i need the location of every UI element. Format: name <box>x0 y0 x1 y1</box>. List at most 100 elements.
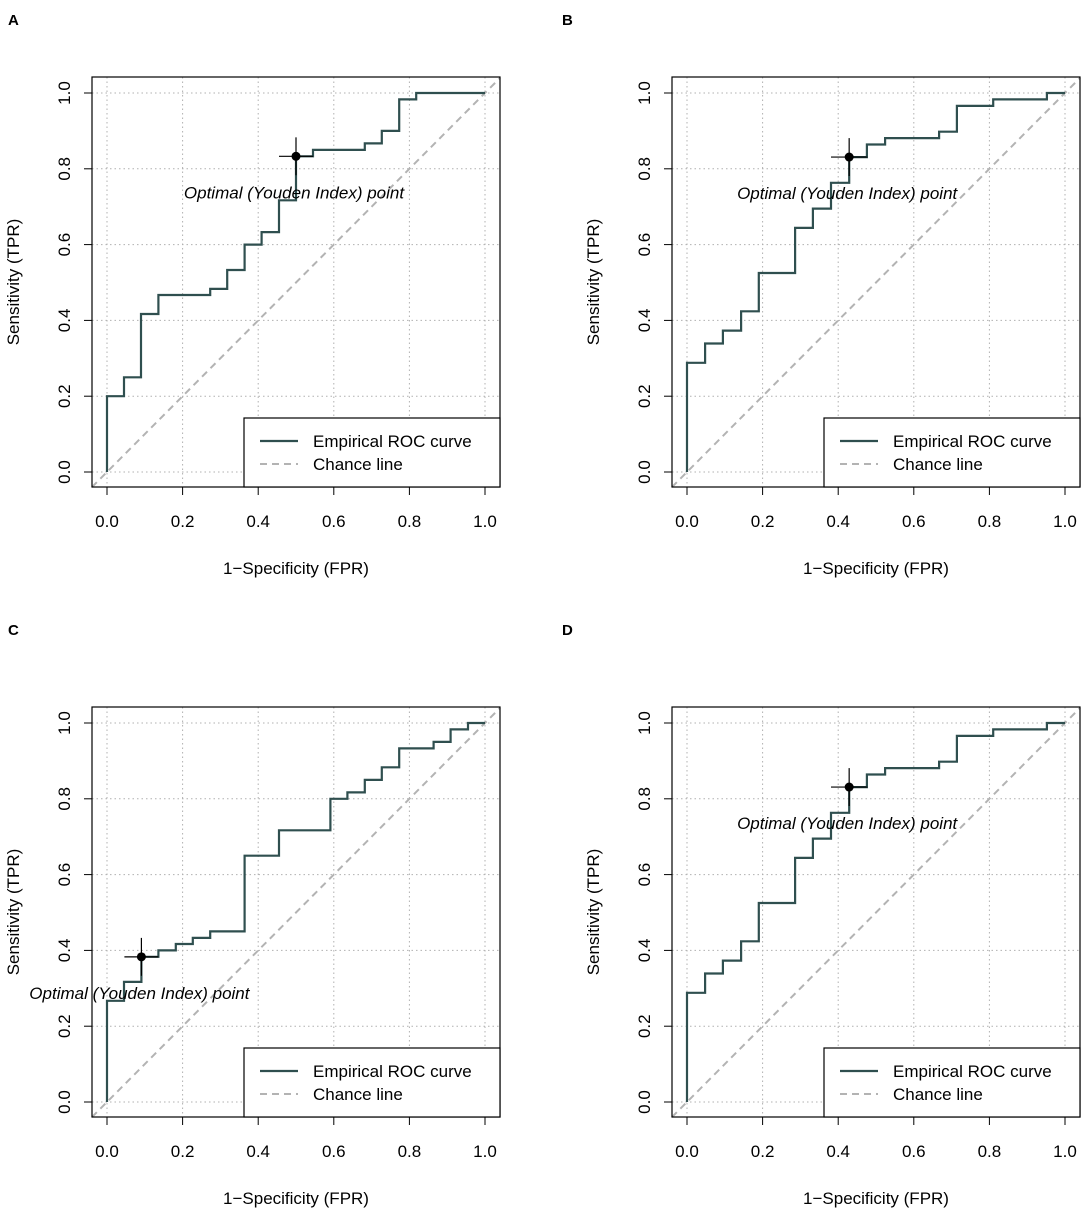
legend: Empirical ROC curve Chance line <box>823 417 1081 488</box>
x-tick-label: 0.8 <box>978 1142 1002 1161</box>
panel-label: D <box>562 622 573 639</box>
optimal-point-annotation: Optimal (Youden Index) point <box>737 184 958 203</box>
legend-label-chance: Chance line <box>893 1085 983 1104</box>
y-tick-label: 0.6 <box>635 863 654 887</box>
y-axis: 0.0 0.2 0.4 0.6 0.8 1.0 <box>55 81 93 484</box>
y-axis-label: Sensitivity (TPR) <box>4 849 23 976</box>
y-tick-label: 1.0 <box>635 81 654 105</box>
chance-line <box>91 707 501 1118</box>
y-tick-label: 0.6 <box>635 233 654 257</box>
y-tick-label: 0.0 <box>635 460 654 484</box>
roc-plot-a: Optimal (Youden Index) point 0.0 0.2 0.4 0.6… <box>4 76 501 578</box>
y-tick-label: 0.6 <box>55 863 74 887</box>
y-tick-label: 0.2 <box>55 1014 74 1038</box>
panel-label: A <box>8 12 19 29</box>
x-tick-label: 1.0 <box>473 512 497 531</box>
chance-line <box>671 77 1081 488</box>
y-tick-label: 0.8 <box>635 157 654 181</box>
y-axis-label: Sensitivity (TPR) <box>584 219 603 346</box>
x-tick-label: 1.0 <box>1053 512 1077 531</box>
x-axis-label: 1−Specificity (FPR) <box>223 559 369 578</box>
legend-box <box>243 417 501 488</box>
y-tick-label: 0.8 <box>635 787 654 811</box>
x-tick-label: 0.4 <box>826 1142 850 1161</box>
panel-label: B <box>562 12 573 29</box>
x-axis: 0.0 0.2 0.4 0.6 0.8 1.0 <box>675 1116 1077 1161</box>
y-tick-label: 0.4 <box>635 939 654 963</box>
legend-box <box>823 1047 1081 1118</box>
grid <box>672 77 1080 487</box>
x-tick-label: 0.8 <box>398 1142 422 1161</box>
y-tick-label: 0.0 <box>635 1090 654 1114</box>
x-tick-label: 0.6 <box>902 512 926 531</box>
y-tick-label: 0.0 <box>55 460 74 484</box>
y-tick-label: 0.2 <box>635 384 654 408</box>
x-axis-label: 1−Specificity (FPR) <box>223 1189 369 1208</box>
panel-b: B Optimal (Youden Index) point 0.0 0.2 0.4 0… <box>562 0 1084 600</box>
legend-box <box>823 417 1081 488</box>
x-tick-label: 0.4 <box>826 512 850 531</box>
x-tick-label: 0.0 <box>675 512 699 531</box>
x-tick-label: 0.8 <box>398 512 422 531</box>
x-tick-label: 0.6 <box>902 1142 926 1161</box>
y-tick-label: 1.0 <box>55 711 74 735</box>
roc-plot-b: Optimal (Youden Index) point 0.0 0.2 0.4 0.6… <box>584 76 1081 578</box>
y-tick-label: 1.0 <box>55 81 74 105</box>
legend: Empirical ROC curve Chance line <box>823 1047 1081 1118</box>
legend-label-roc: Empirical ROC curve <box>893 432 1052 451</box>
x-tick-label: 1.0 <box>473 1142 497 1161</box>
y-axis: 0.0 0.2 0.4 0.6 0.8 1.0 <box>635 711 673 1114</box>
legend: Empirical ROC curve Chance line <box>243 417 501 488</box>
x-axis: 0.0 0.2 0.4 0.6 0.8 1.0 <box>675 486 1077 531</box>
legend-label-chance: Chance line <box>313 1085 403 1104</box>
y-tick-label: 1.0 <box>635 711 654 735</box>
x-tick-label: 0.2 <box>171 1142 195 1161</box>
y-tick-label: 0.4 <box>55 939 74 963</box>
legend-label-chance: Chance line <box>893 455 983 474</box>
panel-label: C <box>8 622 19 639</box>
x-tick-label: 0.6 <box>322 512 346 531</box>
x-axis-label: 1−Specificity (FPR) <box>803 1189 949 1208</box>
empirical-roc-curve <box>685 91 1065 472</box>
x-tick-label: 0.0 <box>95 512 119 531</box>
y-tick-label: 0.4 <box>635 309 654 333</box>
optimal-point-annotation: Optimal (Youden Index) point <box>737 814 958 833</box>
y-tick-label: 0.2 <box>55 384 74 408</box>
empirical-roc-curve <box>105 91 485 472</box>
y-tick-label: 0.8 <box>55 157 74 181</box>
x-tick-label: 0.2 <box>751 1142 775 1161</box>
panel-c: C Optimal (Youden Index) point 0.0 0.2 0.4 0… <box>0 622 540 1230</box>
legend-label-chance: Chance line <box>313 455 403 474</box>
y-tick-label: 0.6 <box>55 233 74 257</box>
x-tick-label: 0.2 <box>751 512 775 531</box>
roc-plot-c: Optimal (Youden Index) point 0.0 0.2 0.4 0.6… <box>4 706 501 1208</box>
legend-label-roc: Empirical ROC curve <box>313 432 472 451</box>
roc-plot-d: Optimal (Youden Index) point 0.0 0.2 0.4 0.6… <box>584 706 1081 1208</box>
panel-d: D Optimal (Youden Index) point 0.0 0.2 0.4 0… <box>562 622 1084 1230</box>
legend-label-roc: Empirical ROC curve <box>893 1062 1052 1081</box>
y-tick-label: 0.8 <box>55 787 74 811</box>
x-tick-label: 0.0 <box>675 1142 699 1161</box>
legend-label-roc: Empirical ROC curve <box>313 1062 472 1081</box>
x-tick-label: 0.6 <box>322 1142 346 1161</box>
chance-line <box>671 707 1081 1118</box>
x-tick-label: 0.4 <box>246 1142 270 1161</box>
x-tick-label: 0.8 <box>978 512 1002 531</box>
y-tick-label: 0.4 <box>55 309 74 333</box>
optimal-point-marker <box>844 782 854 792</box>
empirical-roc-curve <box>685 721 1065 1102</box>
x-tick-label: 0.4 <box>246 512 270 531</box>
legend-box <box>243 1047 501 1118</box>
x-axis: 0.0 0.2 0.4 0.6 0.8 1.0 <box>95 486 497 531</box>
y-tick-label: 0.0 <box>55 1090 74 1114</box>
y-axis: 0.0 0.2 0.4 0.6 0.8 1.0 <box>55 711 93 1114</box>
optimal-point-marker <box>136 952 146 962</box>
optimal-point-marker <box>291 151 301 161</box>
x-tick-label: 0.0 <box>95 1142 119 1161</box>
x-axis: 0.0 0.2 0.4 0.6 0.8 1.0 <box>95 1116 497 1161</box>
y-tick-label: 0.2 <box>635 1014 654 1038</box>
x-tick-label: 0.2 <box>171 512 195 531</box>
optimal-point-marker <box>844 152 854 162</box>
legend: Empirical ROC curve Chance line <box>243 1047 501 1118</box>
